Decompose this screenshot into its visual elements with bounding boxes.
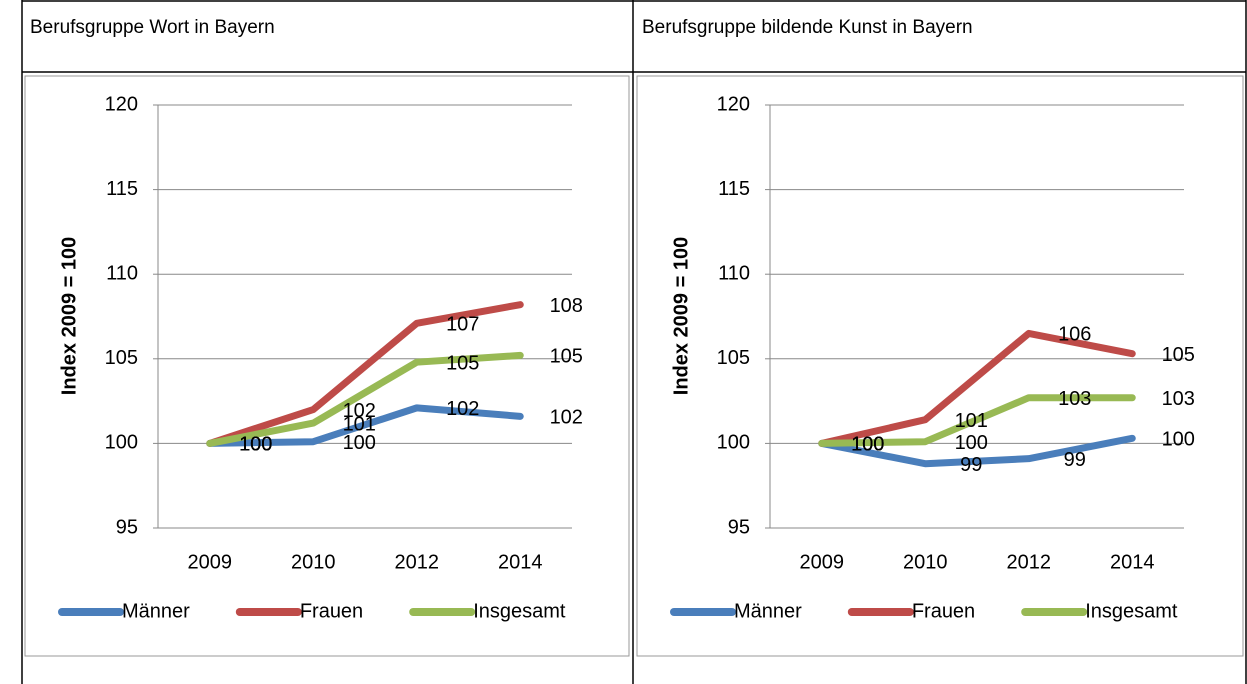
data-label: 103 (1162, 388, 1195, 410)
y-axis-label: Index 2009 = 100 (58, 237, 80, 395)
legend-label: Männer (734, 600, 802, 622)
x-tick-label: 2009 (800, 551, 845, 573)
data-label: 100 (851, 434, 884, 456)
chart-title: Berufsgruppe bildende Kunst in Bayern (642, 17, 973, 38)
data-label: 102 (343, 400, 376, 422)
data-label: 103 (1058, 388, 1091, 410)
legend-label: Männer (122, 600, 190, 622)
y-tick-label: 120 (105, 93, 138, 115)
data-label: 105 (446, 352, 479, 374)
x-tick-label: 2012 (395, 551, 440, 573)
x-tick-label: 2009 (188, 551, 233, 573)
y-tick-label: 95 (116, 516, 138, 538)
chart-frame (636, 75, 1244, 657)
data-label: 101 (343, 413, 376, 435)
series-line (206, 404, 524, 447)
data-label: 100 (955, 432, 988, 454)
y-tick-label: 115 (718, 178, 750, 200)
data-label: 105 (1162, 344, 1195, 366)
data-label: 107 (446, 314, 479, 336)
data-label: 99 (1064, 449, 1086, 471)
legend-label: Insgesamt (473, 600, 566, 622)
legend-label: Frauen (912, 600, 975, 622)
y-tick-label: 115 (106, 178, 138, 200)
data-label: 101 (955, 410, 988, 432)
y-tick-label: 105 (717, 347, 750, 369)
x-tick-label: 2014 (1110, 551, 1155, 573)
y-tick-label: 120 (717, 93, 750, 115)
legend-label: Frauen (300, 600, 363, 622)
data-label: 100 (239, 434, 272, 456)
chart-frame (24, 75, 630, 657)
data-label: 105 (550, 346, 583, 368)
series-line (206, 351, 524, 447)
data-label: 100 (343, 432, 376, 454)
y-axis-label: Index 2009 = 100 (670, 237, 692, 395)
data-label: 102 (446, 398, 479, 420)
y-tick-label: 100 (105, 432, 138, 454)
y-tick-label: 105 (105, 347, 138, 369)
y-tick-label: 100 (717, 432, 750, 454)
data-label: 102 (550, 407, 583, 429)
x-tick-label: 2014 (498, 551, 543, 573)
series-line (818, 329, 1136, 447)
data-label: 100 (239, 434, 272, 456)
data-label: 100 (851, 434, 884, 456)
x-tick-label: 2010 (903, 551, 948, 573)
legend-label: Insgesamt (1085, 600, 1178, 622)
data-label: 100 (1162, 429, 1195, 451)
x-tick-label: 2012 (1007, 551, 1052, 573)
y-tick-label: 110 (718, 262, 750, 284)
data-label: 100 (851, 434, 884, 456)
chart-title: Berufsgruppe Wort in Bayern (30, 17, 275, 38)
x-tick-label: 2010 (291, 551, 336, 573)
data-label: 99 (960, 454, 982, 476)
y-tick-label: 95 (728, 516, 750, 538)
y-tick-label: 110 (106, 262, 138, 284)
series-line (206, 301, 524, 447)
data-label: 106 (1058, 324, 1091, 346)
data-label: 100 (239, 434, 272, 456)
series-line (818, 394, 1136, 447)
series-line (818, 434, 1136, 468)
data-label: 108 (550, 295, 583, 317)
